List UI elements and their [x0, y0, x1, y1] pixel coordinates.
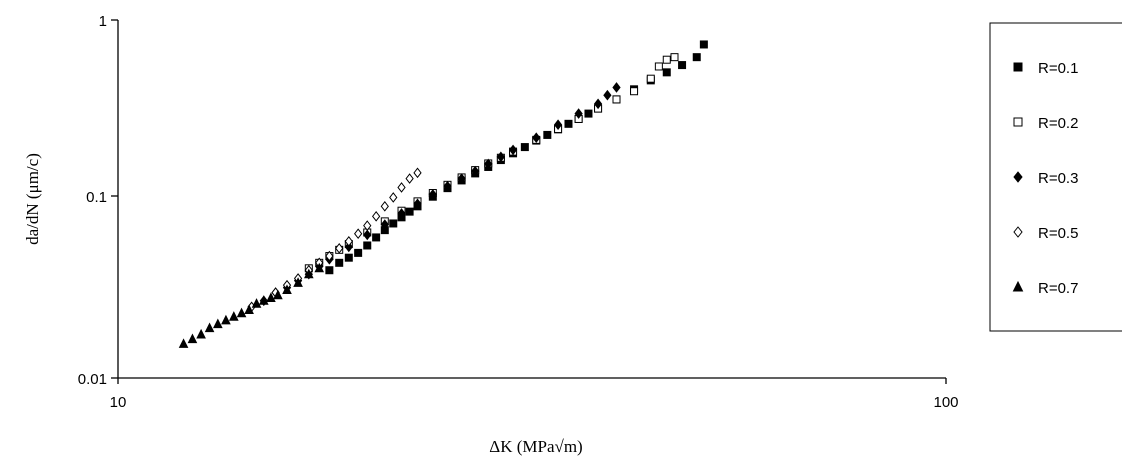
legend-marker: [1013, 226, 1023, 238]
data-point: [603, 89, 612, 101]
x-tick-label: 10: [110, 394, 127, 411]
data-point: [484, 158, 493, 170]
data-point: [508, 144, 518, 156]
data-point: [413, 167, 422, 179]
series-R-0-2: [304, 53, 679, 273]
legend-marker: [1012, 280, 1024, 292]
data-point: [335, 243, 344, 254]
data-point: [335, 258, 344, 267]
y-axis-title: da/dN (μm/c): [23, 153, 42, 245]
data-point: [325, 250, 334, 262]
data-point: [692, 53, 701, 62]
data-point: [380, 219, 389, 230]
data-point: [678, 61, 687, 70]
data-point: [543, 130, 552, 139]
data-point: [699, 40, 708, 49]
data-point: [236, 307, 247, 318]
legend-label: R=0.7: [1038, 280, 1078, 297]
data-point: [553, 119, 563, 131]
data-point: [196, 328, 206, 339]
data-point: [574, 108, 583, 119]
legend-marker: [1013, 62, 1023, 72]
data-point: [646, 74, 655, 83]
data-point: [654, 62, 663, 71]
data-point: [178, 338, 189, 348]
data-point: [630, 87, 639, 96]
data-point: [662, 55, 671, 64]
data-point: [371, 211, 381, 222]
data-point: [363, 241, 372, 250]
data-point: [389, 192, 398, 203]
series-R-0-7: [178, 262, 325, 348]
data-point: [584, 109, 593, 118]
data-point: [354, 228, 363, 240]
data-point: [389, 219, 398, 228]
data-point: [520, 143, 529, 152]
data-point: [443, 180, 452, 192]
data-point: [612, 82, 621, 93]
data-point: [532, 132, 541, 144]
data-point: [428, 189, 437, 200]
data-point: [405, 207, 414, 216]
data-point: [229, 311, 239, 321]
plot-area: [178, 40, 708, 348]
legend-marker: [1013, 117, 1023, 127]
data-point: [213, 318, 223, 329]
y-tick-label: 0.1: [86, 189, 107, 206]
data-point: [304, 268, 314, 279]
data-point: [314, 262, 325, 273]
data-point: [282, 284, 292, 295]
data-point: [363, 220, 372, 231]
data-point: [344, 253, 353, 262]
data-point: [413, 198, 422, 210]
data-point: [221, 314, 231, 325]
data-point: [244, 304, 254, 314]
legend: R=0.1 R=0.2 R=0.3 R=0.5 R=0.7: [1012, 60, 1078, 297]
data-point: [662, 68, 671, 77]
legend-label: R=0.2: [1038, 115, 1078, 132]
data-point: [405, 173, 414, 184]
data-point: [344, 236, 353, 247]
data-point: [363, 229, 372, 241]
data-point: [496, 151, 505, 163]
data-point: [397, 182, 406, 193]
data-point: [397, 208, 406, 219]
data-point: [612, 95, 621, 104]
data-point: [380, 201, 389, 212]
data-point: [471, 165, 480, 177]
data-point: [266, 292, 276, 302]
data-point: [293, 277, 303, 287]
data-point: [187, 333, 198, 344]
data-point: [372, 233, 381, 242]
data-point: [670, 53, 679, 62]
data-point: [564, 119, 573, 128]
y-tick-label: 0.01: [78, 371, 107, 388]
x-tick-label: 100: [933, 394, 958, 411]
data-point: [258, 295, 269, 305]
data-point: [204, 322, 215, 333]
data-point: [273, 289, 283, 300]
data-point: [457, 173, 466, 184]
legend-label: R=0.1: [1038, 60, 1078, 77]
legend-marker: [1013, 171, 1023, 183]
legend-label: R=0.3: [1038, 170, 1078, 187]
legend-label: R=0.5: [1038, 225, 1078, 242]
data-point: [354, 248, 363, 257]
legend-box: [989, 22, 1122, 332]
y-tick-label: 1: [99, 13, 107, 30]
series-R-0-5: [247, 167, 422, 313]
data-point: [325, 266, 334, 275]
data-point: [251, 298, 262, 308]
data-point: [593, 98, 603, 110]
x-axis-title: ΔK (MPa√m): [489, 437, 582, 456]
data-point: [344, 241, 353, 253]
